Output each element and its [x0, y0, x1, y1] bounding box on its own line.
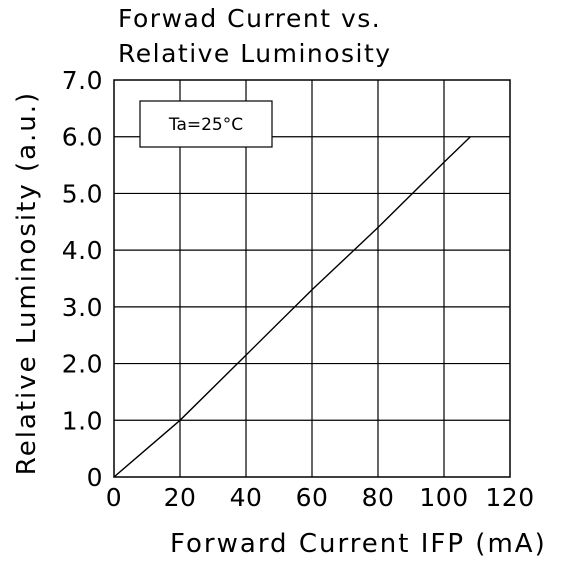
annotation-frame: [139, 100, 273, 148]
chart-title-line-2: Relative Luminosity: [118, 39, 392, 68]
x-tick-label: 80: [362, 483, 395, 512]
y-tick-label: 6.0: [62, 123, 103, 152]
y-tick-label: 3.0: [62, 293, 103, 322]
y-tick-label: 1.0: [62, 406, 103, 435]
annotation-box: Ta=25°C: [139, 100, 273, 148]
series-group: [113, 136, 471, 478]
x-tick-label: 100: [419, 483, 468, 512]
x-axis-label: Forward Current IFP (mA): [170, 529, 547, 559]
y-tick-label: 2.0: [62, 350, 103, 379]
y-tick-label: 7.0: [62, 66, 103, 95]
series-line: [113, 136, 471, 478]
x-tick-label: 40: [230, 483, 263, 512]
y-tick-labels: 0 1.0 2.0 3.0 4.0 5.0 6.0 7.0: [62, 66, 103, 492]
annotation-text: Ta=25°C: [168, 115, 243, 135]
x-tick-labels: 0 20 40 60 80 100 120: [106, 483, 534, 512]
x-tick-label: 20: [164, 483, 197, 512]
x-tick-label: 60: [296, 483, 329, 512]
y-tick-label: 0: [87, 463, 103, 492]
y-tick-label: 4.0: [62, 236, 103, 265]
x-tick-label: 0: [106, 483, 122, 512]
x-tick-label: 120: [485, 483, 534, 512]
chart-title: Forwad Current vs. Relative Luminosity: [118, 4, 392, 68]
y-axis-label: Relative Luminosity (a.u.): [12, 91, 42, 475]
plot-frame: [113, 79, 511, 478]
chart-title-line-1: Forwad Current vs.: [118, 4, 381, 33]
y-tick-label: 5.0: [62, 179, 103, 208]
